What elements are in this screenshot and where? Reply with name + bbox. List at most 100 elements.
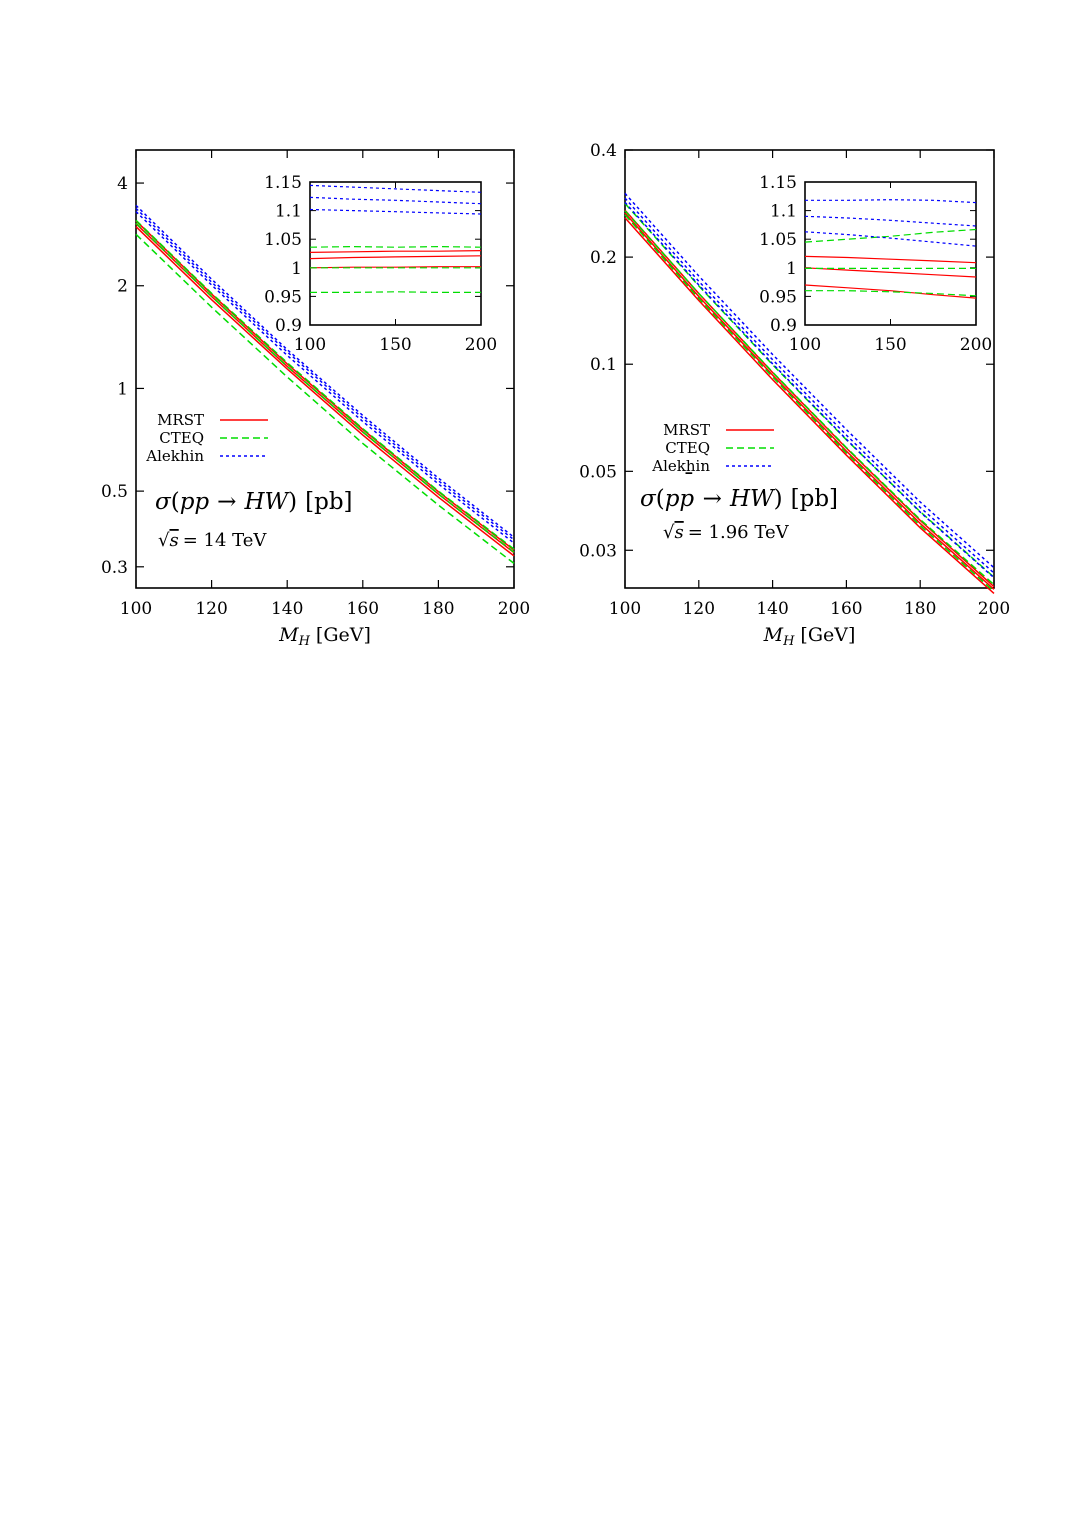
process-label: σ(pp¯→ HW) [pb] bbox=[640, 470, 838, 512]
inset-series-line-alekhin bbox=[804, 231, 977, 247]
inset-ratio-plot: 100 150 200 0.9 0.95 1 1.05 1.1 1.15 bbox=[759, 173, 992, 355]
process-sigma: σ bbox=[155, 489, 172, 515]
inset-y-tick-label: 1.15 bbox=[759, 173, 797, 193]
energy-value: = 1.96 TeV bbox=[688, 522, 790, 543]
inset-series-line-alekhin bbox=[309, 196, 482, 205]
x-tick-label: 120 bbox=[683, 599, 715, 619]
process-paren-open: ( bbox=[171, 489, 180, 515]
left-panel: 100 120 140 160 180 200 0.3 0.5 1 2 4 MH [GeV] 100 150… bbox=[101, 149, 530, 649]
inset-series-line-cteq bbox=[804, 228, 977, 243]
x-tick-label: 100 bbox=[120, 599, 152, 619]
series-line-cteq bbox=[135, 222, 515, 553]
legend-label: Alekhin bbox=[651, 457, 710, 475]
legend-label: CTEQ bbox=[159, 429, 204, 447]
series-line-mrst bbox=[624, 212, 995, 590]
inset-ratio-plot: 100 150 200 0.9 0.95 1 1.05 1.1 1.15 bbox=[264, 173, 497, 355]
energy-s: s bbox=[169, 530, 178, 551]
legend-label: Alekhin bbox=[145, 447, 204, 465]
series-line-alekhin bbox=[624, 201, 995, 579]
x-tick-label: 160 bbox=[347, 599, 379, 619]
energy-value: = 14 TeV bbox=[183, 530, 268, 551]
process-p2: p bbox=[194, 489, 209, 515]
process-final-state: HW bbox=[243, 489, 290, 515]
inset-x-tick-label: 100 bbox=[789, 335, 821, 355]
process-paren-close: ) bbox=[288, 489, 297, 515]
x-tick-label: 160 bbox=[830, 599, 862, 619]
y-tick-label: 0.2 bbox=[590, 248, 617, 268]
series-line-mrst bbox=[135, 226, 515, 557]
process-paren-close: ) bbox=[774, 486, 783, 512]
x-tick-label: 140 bbox=[756, 599, 788, 619]
process-p1: p bbox=[665, 486, 680, 512]
energy-s: s bbox=[674, 522, 683, 543]
inset-series-line-cteq bbox=[309, 245, 482, 248]
x-axis-label: MH [GeV] bbox=[278, 624, 371, 649]
inset-y-tick-label: 1.15 bbox=[264, 173, 302, 193]
inset-y-tick-label: 0.95 bbox=[264, 287, 302, 307]
x-tick-label: 100 bbox=[609, 599, 641, 619]
y-tick-label: 0.3 bbox=[101, 558, 128, 578]
inset-y-tick-label: 1 bbox=[291, 259, 302, 279]
y-tick-label: 0.5 bbox=[101, 482, 128, 502]
y-tick-label: 0.05 bbox=[579, 462, 617, 482]
inset-y-tick-label: 1 bbox=[786, 259, 797, 279]
inset-y-tick-label: 1.1 bbox=[275, 202, 302, 222]
x-axis-label: MH [GeV] bbox=[763, 624, 856, 649]
process-arrow: → bbox=[217, 489, 236, 515]
inset-x-tick-label: 150 bbox=[379, 335, 411, 355]
inset-series-line-cteq bbox=[310, 291, 481, 293]
series-line-cteq bbox=[624, 214, 995, 592]
inset-y-tick-label: 1.05 bbox=[759, 230, 797, 250]
x-axis-label-unit: [GeV] bbox=[316, 624, 371, 646]
inset-frame bbox=[309, 181, 482, 326]
inset-series-line-mrst bbox=[804, 255, 977, 264]
x-tick-label: 200 bbox=[498, 599, 530, 619]
inset-series-line-cteq bbox=[805, 290, 977, 297]
y-tick-label: 1 bbox=[117, 379, 128, 399]
inset-x-tick-label: 150 bbox=[874, 335, 906, 355]
y-tick-label: 0.03 bbox=[579, 541, 617, 561]
inset-x-tick-label: 200 bbox=[465, 335, 497, 355]
x-tick-label: 200 bbox=[978, 599, 1010, 619]
process-antiparticle-bar: ¯ bbox=[683, 470, 695, 496]
plot-frame bbox=[624, 149, 995, 589]
inset-series-line-alekhin bbox=[805, 199, 977, 204]
inset-series-line-mrst bbox=[804, 267, 977, 278]
y-tick-label: 0.1 bbox=[590, 355, 617, 375]
process-paren-open: ( bbox=[656, 486, 665, 512]
inset-y-tick-label: 1.05 bbox=[264, 230, 302, 250]
energy-sqrt: √ bbox=[663, 522, 675, 543]
series-line-alekhin bbox=[624, 197, 995, 574]
x-axis-label-main: M bbox=[763, 624, 784, 646]
process-arrow: → bbox=[703, 486, 722, 512]
x-tick-label: 120 bbox=[195, 599, 227, 619]
series-line-alekhin bbox=[135, 211, 515, 544]
inset-series-line-alekhin bbox=[309, 208, 482, 215]
inset-x-tick-label: 200 bbox=[960, 335, 992, 355]
x-axis-label-unit: [GeV] bbox=[800, 624, 855, 646]
energy-label: √s = 14 TeV bbox=[158, 530, 267, 551]
process-final-state: HW bbox=[729, 486, 776, 512]
x-axis-label-sub: H bbox=[298, 634, 311, 649]
inset-frame bbox=[804, 181, 977, 326]
process-p2: p bbox=[679, 486, 694, 512]
series-line-cteq bbox=[135, 219, 515, 550]
inset-x-tick-label: 100 bbox=[294, 335, 326, 355]
series-line-cteq bbox=[624, 210, 995, 586]
process-p1: p bbox=[180, 489, 195, 515]
x-tick-label: 140 bbox=[271, 599, 303, 619]
right-panel: 100 120 140 160 180 200 0.03 0.05 0.1 0.2 0.4 MH [Ge… bbox=[579, 141, 1010, 649]
series-line-alekhin bbox=[624, 192, 995, 569]
inset-y-tick-label: 0.9 bbox=[275, 316, 302, 336]
x-axis-label-sub: H bbox=[782, 634, 795, 649]
inset-series-line-mrst bbox=[309, 250, 482, 253]
series-line-cteq bbox=[135, 233, 515, 564]
x-tick-label: 180 bbox=[904, 599, 936, 619]
process-unit: [pb] bbox=[791, 486, 838, 512]
series-line-mrst bbox=[624, 217, 995, 594]
legend-label: CTEQ bbox=[665, 439, 710, 457]
inset-y-tick-label: 0.9 bbox=[770, 316, 797, 336]
